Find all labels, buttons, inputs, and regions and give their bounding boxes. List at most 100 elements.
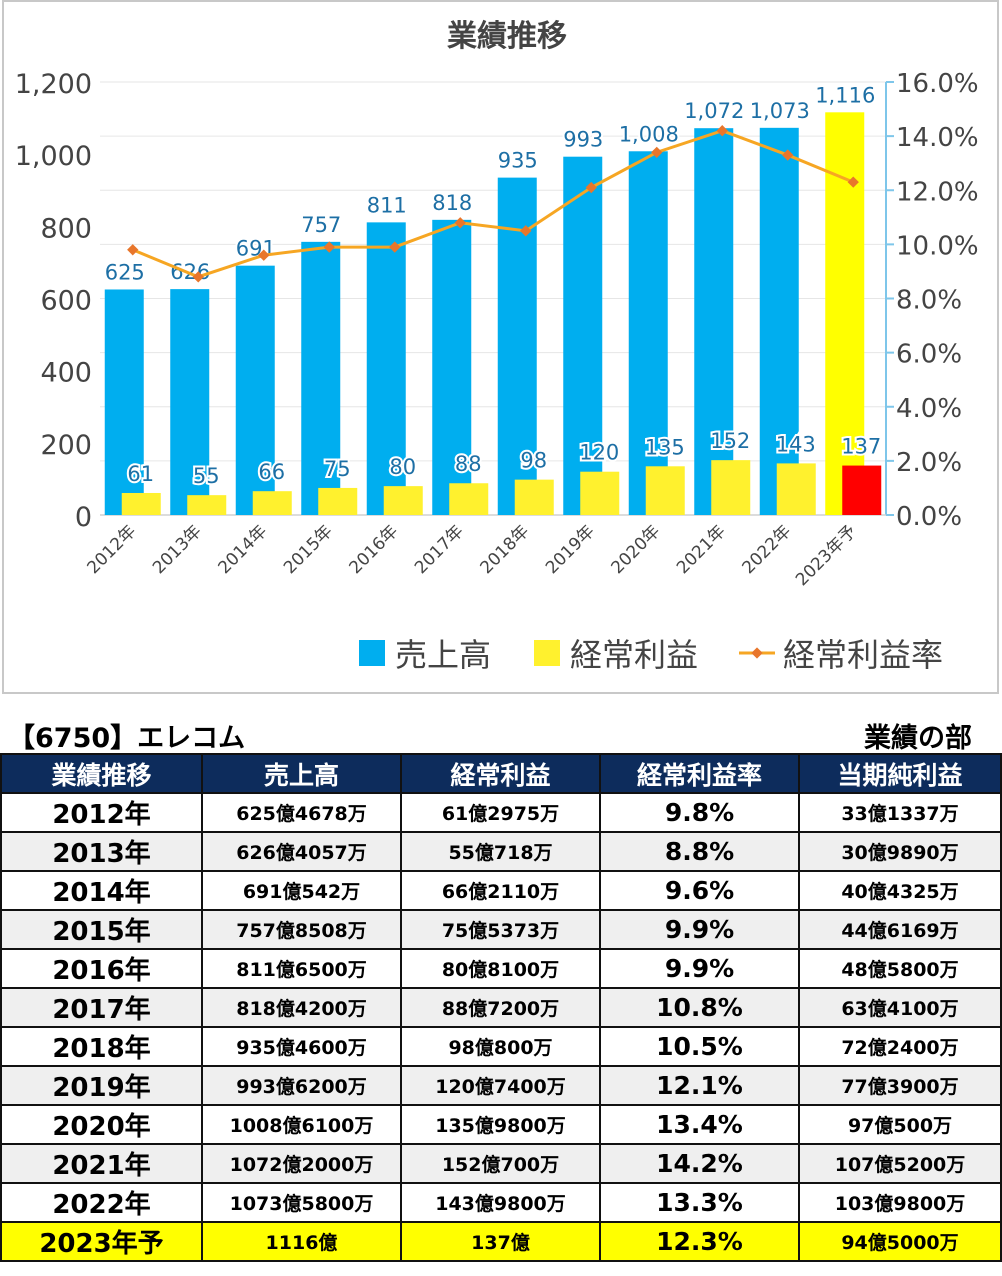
profit-bar bbox=[383, 486, 423, 515]
cell-profit-rate: 14.2% bbox=[599, 1143, 800, 1184]
sales-bar bbox=[235, 265, 275, 515]
sales-bar bbox=[432, 219, 472, 516]
cell-profit-rate: 9.9% bbox=[599, 909, 800, 950]
cell-net-income: 97億500万 bbox=[798, 1104, 1002, 1145]
profit-data-label: 88 bbox=[455, 452, 482, 476]
performance-table: 業績推移 売上高 経常利益 経常利益率 当期純利益 2012年 625億4678万… bbox=[0, 753, 1002, 1262]
col-header-profit-rate: 経常利益率 bbox=[599, 753, 800, 794]
cell-sales: 625億4678万 bbox=[201, 792, 402, 833]
x-tick-label: 2018年 bbox=[477, 521, 534, 578]
sales-bar bbox=[563, 156, 603, 515]
cell-profit-rate: 12.3% bbox=[599, 1221, 800, 1262]
y-right-tick-label: 6.0% bbox=[896, 340, 962, 370]
cell-ordinary-profit: 80億8100万 bbox=[400, 948, 601, 989]
cell-net-income: 44億6169万 bbox=[798, 909, 1002, 950]
cell-period: 2012年 bbox=[0, 792, 203, 833]
y-left-tick-label: 1,000 bbox=[15, 141, 92, 172]
profit-data-label: 61 bbox=[127, 462, 154, 486]
cell-period: 2013年 bbox=[0, 831, 203, 872]
rate-point bbox=[258, 249, 270, 261]
cell-sales: 626億4057万 bbox=[201, 831, 402, 872]
cell-net-income: 33億1337万 bbox=[798, 792, 1002, 833]
sales-bar bbox=[694, 128, 734, 515]
cell-period: 2020年 bbox=[0, 1104, 203, 1145]
table-row: 2018年 935億4600万 98億800万 10.5% 72億2400万 bbox=[0, 1026, 1002, 1067]
cell-ordinary-profit: 135億9800万 bbox=[400, 1104, 601, 1145]
y-right-tick-label: 10.0% bbox=[896, 231, 979, 261]
legend-label-rate: 経常利益率 bbox=[783, 636, 943, 674]
cell-net-income: 94億5000万 bbox=[798, 1221, 1002, 1262]
cell-ordinary-profit: 75億5373万 bbox=[400, 909, 601, 950]
performance-chart: 業績推移 1,200 1,000 800 600 400 200 0 16.0% 14.0% 12.… bbox=[15, 19, 979, 674]
cell-net-income: 103億9800万 bbox=[798, 1182, 1002, 1223]
profit-data-label: 143 bbox=[776, 432, 816, 456]
profit-data-label: 98 bbox=[520, 449, 547, 473]
sales-bar bbox=[497, 177, 537, 515]
legend-label-sales: 売上高 bbox=[395, 636, 491, 674]
rate-point bbox=[454, 217, 466, 229]
profit-bar bbox=[580, 471, 620, 515]
sales-data-label: 1,008 bbox=[619, 122, 679, 146]
y-right-tick-label: 12.0% bbox=[896, 177, 979, 207]
chart-title: 業績推移 bbox=[447, 19, 567, 54]
x-tick-label: 2013年 bbox=[149, 521, 206, 578]
cell-ordinary-profit: 143億9800万 bbox=[400, 1182, 601, 1223]
profit-bar bbox=[842, 465, 882, 515]
cell-period: 2022年 bbox=[0, 1182, 203, 1223]
y-right-tick-label: 14.0% bbox=[896, 123, 979, 153]
cell-net-income: 30億9890万 bbox=[798, 831, 1002, 872]
sales-data-label: 1,116 bbox=[815, 83, 875, 107]
table-row: 2015年 757億8508万 75億5373万 9.9% 44億6169万 bbox=[0, 909, 1002, 950]
table-row: 2021年 1072億2000万 152億700万 14.2% 107億5200万 bbox=[0, 1143, 1002, 1184]
legend-swatch-profit bbox=[534, 640, 560, 666]
cell-period: 2014年 bbox=[0, 870, 203, 911]
cell-sales: 1116億 bbox=[201, 1221, 402, 1262]
rate-point bbox=[782, 149, 794, 161]
rate-line bbox=[132, 129, 854, 279]
cell-profit-rate: 10.5% bbox=[599, 1026, 800, 1067]
cell-ordinary-profit: 66億2110万 bbox=[400, 870, 601, 911]
cell-sales: 1008億6100万 bbox=[201, 1104, 402, 1145]
y-right-tick-label: 2.0% bbox=[896, 448, 962, 478]
rate-point bbox=[389, 241, 401, 253]
table-row: 2016年 811億6500万 80億8100万 9.9% 48億5800万 bbox=[0, 948, 1002, 989]
x-tick-label: 2012年 bbox=[84, 521, 141, 578]
cell-period: 2018年 bbox=[0, 1026, 203, 1067]
cell-ordinary-profit: 152億700万 bbox=[400, 1143, 601, 1184]
sales-bar bbox=[170, 289, 210, 515]
profit-data-label: 75 bbox=[324, 457, 351, 481]
cell-net-income: 107億5200万 bbox=[798, 1143, 1002, 1184]
sales-bar bbox=[628, 151, 668, 515]
y-left-tick-label: 600 bbox=[40, 286, 92, 317]
profit-data-label: 137 bbox=[841, 435, 881, 459]
sales-bar bbox=[366, 222, 406, 515]
table-row: 2023年予 1116億 137億 12.3% 94億5000万 bbox=[0, 1221, 1002, 1262]
col-header-period: 業績推移 bbox=[0, 753, 203, 794]
cell-period: 2021年 bbox=[0, 1143, 203, 1184]
profit-data-label: 80 bbox=[389, 455, 416, 479]
sales-bar bbox=[104, 289, 144, 515]
section-title: 業績の部 bbox=[864, 723, 972, 754]
company-name: 【6750】エレコム bbox=[8, 723, 246, 754]
rate-point bbox=[323, 241, 335, 253]
cell-net-income: 63億4100万 bbox=[798, 987, 1002, 1028]
profit-bar bbox=[711, 460, 751, 515]
cell-ordinary-profit: 137億 bbox=[400, 1221, 601, 1262]
rate-point bbox=[192, 271, 204, 283]
chart-panel: 業績推移 1,200 1,000 800 600 400 200 0 16.0% 14.0% 12.… bbox=[2, 0, 999, 694]
profit-bar bbox=[449, 483, 489, 515]
cell-net-income: 40億4325万 bbox=[798, 870, 1002, 911]
cell-sales: 1072億2000万 bbox=[201, 1143, 402, 1184]
profit-data-label: 152 bbox=[710, 429, 750, 453]
profit-data-label: 66 bbox=[258, 460, 285, 484]
x-tick-label: 2014年 bbox=[215, 521, 272, 578]
cell-period: 2019年 bbox=[0, 1065, 203, 1106]
profit-bar bbox=[318, 487, 358, 515]
cell-period: 2016年 bbox=[0, 948, 203, 989]
cell-ordinary-profit: 98億800万 bbox=[400, 1026, 601, 1067]
rate-point bbox=[651, 146, 663, 159]
cell-profit-rate: 13.3% bbox=[599, 1182, 800, 1223]
sales-data-label: 935 bbox=[498, 149, 538, 173]
cell-sales: 811億6500万 bbox=[201, 948, 402, 989]
cell-sales: 993億6200万 bbox=[201, 1065, 402, 1106]
